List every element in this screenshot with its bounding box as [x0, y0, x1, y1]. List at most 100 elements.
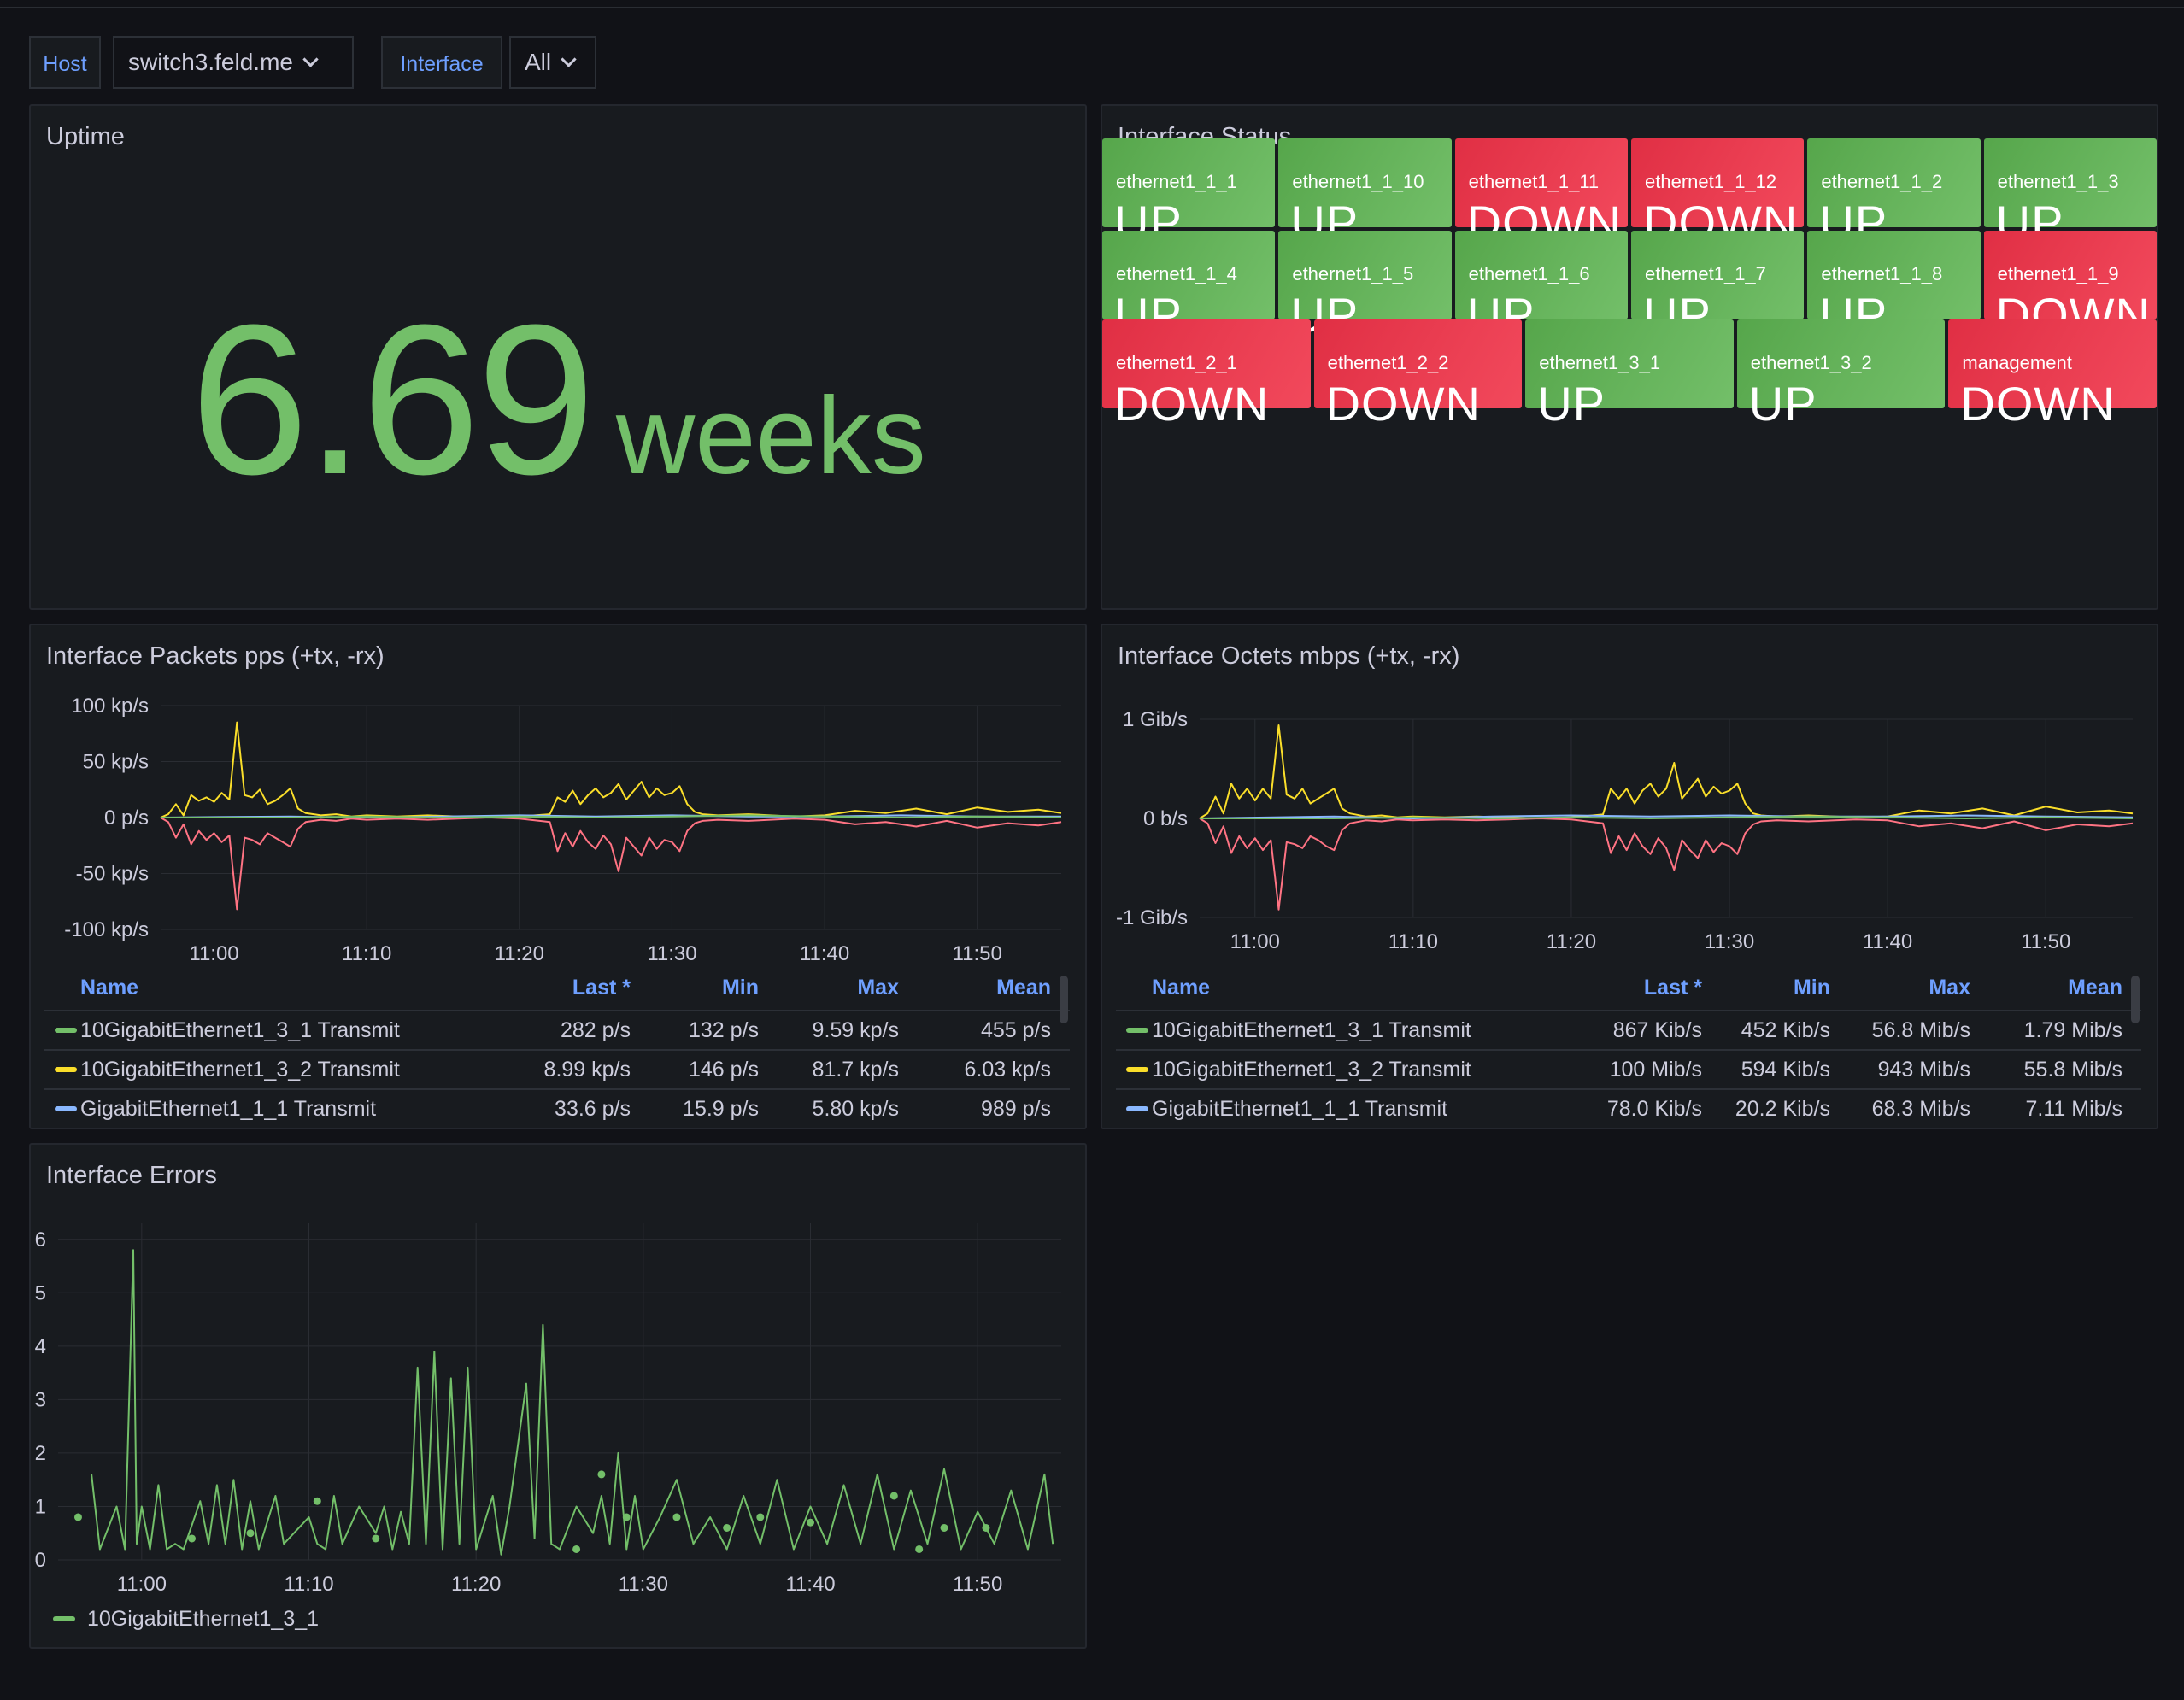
status-tile-name: ethernet1_1_7: [1645, 263, 1766, 284]
legend-row[interactable]: GigabitEthernet1_1_1 Transmit 78.0 Kib/s 2…: [1116, 1088, 2141, 1126]
x-tick-label: 11:30: [1705, 930, 1754, 953]
legend-row[interactable]: GigabitEthernet1_1_1 Transmit 33.6 p/s 15.…: [44, 1088, 1070, 1126]
y-tick-label: 4: [35, 1335, 46, 1358]
status-tile-ethernet1_3_1[interactable]: ethernet1_3_1 UP: [1525, 319, 1734, 431]
y-tick-label: 0: [35, 1549, 46, 1572]
legend-color-swatch: [55, 1106, 77, 1111]
interface-variable-value: All: [525, 49, 552, 75]
legend-row[interactable]: 10GigabitEthernet1_3_2 Transmit 8.99 kp/s…: [44, 1049, 1070, 1087]
legend-max: 5.80 kp/s: [812, 1097, 899, 1121]
errors-panel[interactable]: Interface Errors 6 5 4 3 2 1 0 11:00 11:10 11:20 1…: [29, 1143, 1087, 1649]
legend-color-swatch: [53, 1616, 75, 1621]
status-tile-ethernet1_2_2[interactable]: ethernet1_2_2 DOWN: [1313, 319, 1523, 431]
legend-last: 100 Mib/s: [1609, 1058, 1702, 1082]
legend-mean: 455 p/s: [980, 1018, 1051, 1042]
host-variable-label: Host: [29, 36, 101, 89]
series-line-10gigabitethernet1-3-2-transmit: [160, 721, 1062, 818]
legend-min: 15.9 p/s: [683, 1097, 759, 1121]
status-tile-state: DOWN: [1325, 377, 1481, 431]
status-tile-ethernet1_1_9[interactable]: ethernet1_1_9 DOWN: [1983, 231, 2157, 342]
status-tile-ethernet1_2_1[interactable]: ethernet1_2_1 DOWN: [1102, 319, 1311, 431]
x-tick-label: 11:00: [1230, 930, 1280, 953]
x-tick-label: 11:20: [451, 1573, 501, 1596]
octets-panel-title: Interface Octets mbps (+tx, -rx): [1118, 642, 1460, 670]
status-tile-name: ethernet1_1_9: [1997, 263, 2119, 284]
status-tile-ethernet1_1_2[interactable]: ethernet1_1_2 UP: [1807, 138, 1981, 249]
octets-chart[interactable]: 1 Gib/s 0 b/s -1 Gib/s 11:00 11:10 11:20 11:30…: [1102, 625, 2157, 984]
legend-name: 10GigabitEthernet1_3_1 Transmit: [1152, 1018, 1471, 1042]
y-tick-label: 1 Gib/s: [1123, 708, 1188, 731]
status-tile-ethernet1_1_11[interactable]: ethernet1_1_11 DOWN: [1454, 138, 1628, 249]
x-tick-label: 11:40: [1863, 930, 1912, 953]
octets-panel[interactable]: Interface Octets mbps (+tx, -rx) 1 Gib/s…: [1101, 624, 2158, 1129]
legend-header-max[interactable]: Max: [857, 976, 899, 999]
status-tile-ethernet1_1_1[interactable]: ethernet1_1_1 UP: [1102, 138, 1276, 249]
series-line-10gigabitethernet1-3-2-receive: [160, 817, 1062, 911]
legend-header-min[interactable]: Min: [721, 976, 759, 999]
legend-row[interactable]: 10GigabitEthernet1_3_1 Transmit 282 p/s 13…: [44, 1010, 1070, 1047]
packets-panel[interactable]: Interface Packets pps (+tx, -rx) 100 kp/…: [29, 624, 1087, 1129]
legend-max: 56.8 Mib/s: [1871, 1018, 1970, 1042]
legend-name: GigabitEthernet1_1_1 Transmit: [1152, 1097, 1448, 1121]
legend-header-name[interactable]: Name: [80, 976, 139, 999]
status-tile-name: ethernet1_2_2: [1327, 352, 1449, 373]
status-tile-ethernet1_1_12[interactable]: ethernet1_1_12 DOWN: [1631, 138, 1805, 249]
status-tile-ethernet1_1_8[interactable]: ethernet1_1_8 UP: [1807, 231, 1981, 342]
legend-max: 81.7 kp/s: [812, 1058, 899, 1082]
legend-last: 282 p/s: [560, 1018, 631, 1042]
legend-row[interactable]: 10GigabitEthernet1_3_1 Transmit 867 Kib/s…: [1116, 1010, 2141, 1047]
interface-status-panel[interactable]: Interface Status ethernet1_1_1 UP ethernet…: [1101, 104, 2158, 610]
status-tile-ethernet1_1_6[interactable]: ethernet1_1_6 UP: [1454, 231, 1628, 342]
packets-chart[interactable]: 100 kp/s 50 kp/s 0 p/s -50 kp/s -100 kp/s 11:…: [31, 625, 1085, 984]
legend-name: 10GigabitEthernet1_3_1 Transmit: [80, 1018, 400, 1042]
legend-header-min[interactable]: Min: [1793, 976, 1830, 999]
status-tile-name: ethernet1_1_11: [1468, 171, 1600, 192]
legend-header-mean[interactable]: Mean: [996, 976, 1051, 999]
y-tick-label: -1 Gib/s: [1116, 906, 1188, 929]
status-tile-ethernet1_1_7[interactable]: ethernet1_1_7 UP: [1631, 231, 1805, 342]
series-line-10gigabitethernet1-3-2-receive: [1199, 818, 2134, 911]
x-tick-label: 11:20: [1547, 930, 1596, 953]
interface-variable-select[interactable]: All: [509, 36, 596, 89]
series-point: [313, 1497, 321, 1505]
legend-last: 78.0 Kib/s: [1606, 1097, 1702, 1121]
status-tile-ethernet1_3_2[interactable]: ethernet1_3_2 UP: [1736, 319, 1946, 431]
x-tick-label: 11:40: [785, 1573, 835, 1596]
legend-header-last[interactable]: Last *: [572, 976, 631, 999]
x-tick-label: 11:10: [1388, 930, 1438, 953]
legend-header-mean[interactable]: Mean: [2068, 976, 2122, 999]
status-tile-management[interactable]: management DOWN: [1948, 319, 2157, 431]
status-tile-state: UP: [1537, 377, 1606, 431]
legend-header-last[interactable]: Last *: [1643, 976, 1702, 999]
legend-min: 146 p/s: [688, 1058, 759, 1082]
series-point: [807, 1518, 814, 1527]
status-tile-state: DOWN: [1114, 377, 1270, 431]
status-tile-ethernet1_1_10[interactable]: ethernet1_1_10 UP: [1278, 138, 1452, 249]
status-tile-name: ethernet1_1_4: [1116, 263, 1237, 284]
legend-scrollbar[interactable]: [1060, 976, 1068, 1023]
legend-color-swatch: [55, 1028, 77, 1033]
status-tile-ethernet1_1_3[interactable]: ethernet1_1_3 UP: [1983, 138, 2157, 249]
errors-chart[interactable]: 6 5 4 3 2 1 0 11:00 11:10 11:20 11:30 11:40 11:50: [31, 1145, 1085, 1606]
legend-header-name[interactable]: Name: [1152, 976, 1211, 999]
uptime-value: 6.69: [190, 280, 596, 519]
legend-scrollbar[interactable]: [2131, 976, 2140, 1023]
y-tick-label: 50 kp/s: [83, 751, 149, 774]
legend-row[interactable]: 10GigabitEthernet1_3_2 Transmit 100 Mib/s…: [1116, 1049, 2141, 1087]
y-tick-label: 3: [35, 1388, 46, 1411]
x-tick-label: 11:10: [342, 942, 391, 965]
uptime-unit: weeks: [615, 375, 926, 497]
status-tile-ethernet1_1_5[interactable]: ethernet1_1_5 UP: [1278, 231, 1452, 342]
series-point: [572, 1545, 581, 1553]
y-tick-label: 0 p/s: [104, 806, 149, 829]
legend-mean: 55.8 Mib/s: [2023, 1058, 2122, 1082]
host-variable-select[interactable]: switch3.feld.me: [113, 36, 354, 89]
status-tile-name: ethernet1_3_2: [1750, 352, 1872, 373]
status-tile-ethernet1_1_4[interactable]: ethernet1_1_4 UP: [1102, 231, 1276, 342]
legend-header-max[interactable]: Max: [1929, 976, 1970, 999]
uptime-panel[interactable]: Uptime 6.69 weeks: [29, 104, 1087, 610]
series-point: [940, 1523, 948, 1532]
chevron-down-icon: [302, 51, 319, 67]
legend-name: 10GigabitEthernet1_3_2 Transmit: [80, 1058, 400, 1082]
host-variable-value: switch3.feld.me: [128, 49, 293, 75]
